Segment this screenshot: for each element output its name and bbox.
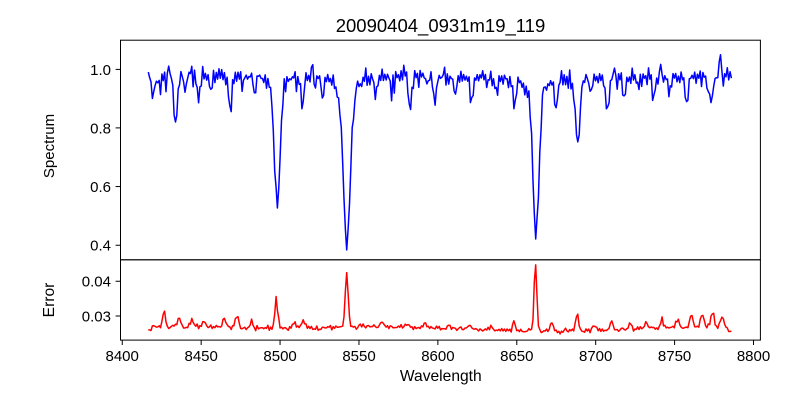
svg-text:Spectrum: Spectrum (41, 114, 58, 178)
svg-text:0.03: 0.03 (82, 308, 111, 325)
svg-text:Wavelength: Wavelength (400, 368, 482, 385)
svg-text:8700: 8700 (579, 348, 612, 365)
svg-text:8500: 8500 (263, 348, 296, 365)
svg-text:8450: 8450 (185, 348, 218, 365)
svg-text:8550: 8550 (342, 348, 375, 365)
svg-text:0.6: 0.6 (90, 179, 111, 196)
svg-text:0.04: 0.04 (82, 274, 111, 291)
svg-text:0.8: 0.8 (90, 120, 111, 137)
svg-text:1.0: 1.0 (90, 62, 111, 79)
svg-text:8750: 8750 (658, 348, 691, 365)
svg-text:8650: 8650 (500, 348, 533, 365)
svg-text:0.4: 0.4 (90, 238, 111, 255)
svg-text:8400: 8400 (106, 348, 139, 365)
svg-text:8800: 8800 (737, 348, 770, 365)
svg-text:8600: 8600 (421, 348, 454, 365)
svg-text:Error: Error (41, 283, 58, 318)
svg-text:20090404_0931m19_119: 20090404_0931m19_119 (336, 15, 546, 37)
